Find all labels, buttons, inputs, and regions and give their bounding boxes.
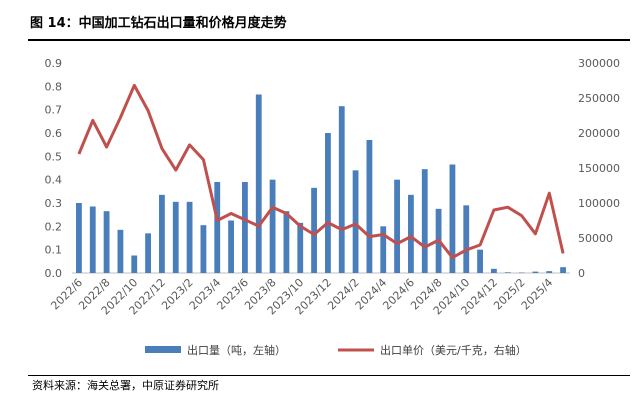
bar <box>159 194 165 273</box>
bar <box>532 271 539 273</box>
bar <box>366 140 373 273</box>
bar <box>504 272 511 273</box>
bar <box>172 201 179 273</box>
y-right-tick-label: 50000 <box>578 232 613 245</box>
line-series <box>77 83 565 260</box>
bar <box>186 201 193 273</box>
footer-rule <box>28 375 630 376</box>
y-left-tick-label: 0.2 <box>45 220 63 233</box>
bar <box>352 170 359 273</box>
bar <box>228 220 234 273</box>
y-left-tick-label: 0.6 <box>45 127 63 140</box>
y-right-tick-label: 200000 <box>578 127 620 140</box>
y-left-tick-label: 0.8 <box>45 80 63 93</box>
bar <box>546 271 553 273</box>
y-right-tick-label: 250000 <box>578 92 620 105</box>
bar <box>408 194 414 273</box>
bar <box>255 94 262 273</box>
chart: 0.0 0.1 0.2 0.3 0.4 0.5 0.6 0.7 0.8 0.9 0 50000 1000… <box>45 57 621 357</box>
bar <box>297 222 304 273</box>
bar <box>380 226 387 273</box>
bar <box>89 206 96 273</box>
y-right-tick-label: 300000 <box>578 57 620 70</box>
bar <box>131 255 138 273</box>
bar <box>103 211 110 273</box>
header-rule <box>28 39 630 41</box>
bar <box>200 225 207 273</box>
bar <box>311 187 317 273</box>
y-left-tick-label: 0.3 <box>45 197 63 210</box>
bar <box>117 229 124 273</box>
bar <box>145 233 151 273</box>
bar <box>283 211 290 273</box>
y-right-tick-label: 0 <box>578 267 585 280</box>
bar <box>560 267 566 273</box>
bar <box>463 205 470 273</box>
y-left-tick-label: 0.0 <box>45 267 63 280</box>
bar <box>491 268 497 273</box>
bar <box>269 179 276 273</box>
y-right-tick-label: 150000 <box>578 162 620 175</box>
chart-legend: 出口量（吨，左轴） 出口单价（美元/千克，右轴） <box>145 343 527 357</box>
source-note: 资料来源：海关总署，中原证券研究所 <box>32 379 219 392</box>
legend-line-label: 出口单价（美元/千克，右轴） <box>380 343 527 357</box>
bar <box>214 182 221 273</box>
bar-series <box>76 94 566 274</box>
y-left-tick-label: 0.4 <box>45 174 63 187</box>
bar <box>421 169 428 273</box>
y-right-tick-label: 100000 <box>578 197 620 210</box>
x-tick-label: 2025/4 <box>519 276 556 313</box>
price-line <box>77 83 565 260</box>
y-left-tick-label: 0.7 <box>45 104 63 117</box>
bar <box>242 182 248 273</box>
y-left-tick-label: 0.5 <box>45 150 63 163</box>
figure-title: 图 14：中国加工钻石出口量和价格月度走势 <box>30 16 287 31</box>
bar <box>518 272 525 274</box>
bar <box>338 106 345 274</box>
legend-bar-label: 出口量（吨，左轴） <box>187 343 286 357</box>
bar <box>449 164 456 273</box>
bar <box>477 249 483 273</box>
y-left-tick-label: 0.9 <box>45 57 63 70</box>
bar <box>325 133 331 273</box>
y-left-tick-label: 0.1 <box>45 244 63 257</box>
legend-bar-swatch <box>145 346 181 353</box>
bar <box>76 203 82 273</box>
bar <box>394 179 400 273</box>
figure-header: 图 14：中国加工钻石出口量和价格月度走势 <box>0 0 641 40</box>
